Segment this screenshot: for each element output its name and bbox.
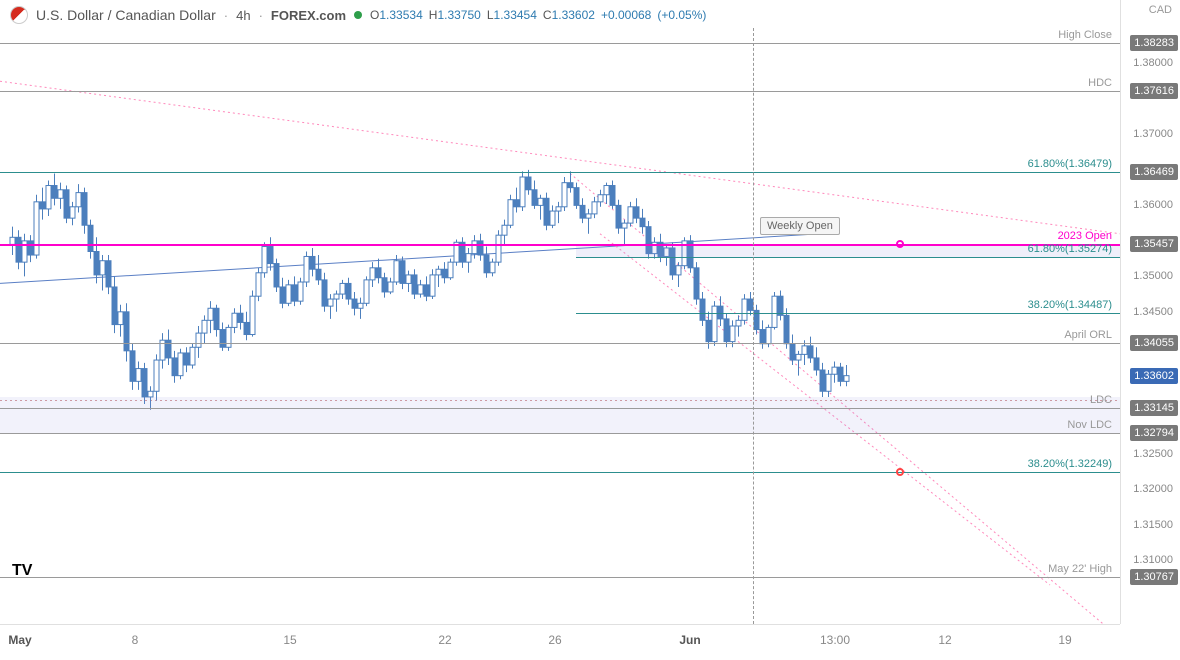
- dot-sep2: ·: [259, 8, 263, 23]
- level-label: April ORL: [1064, 329, 1112, 341]
- circle-marker-icon: [896, 468, 904, 476]
- crosshair-vertical: [753, 28, 754, 624]
- price-tick: 1.34500: [1130, 305, 1176, 319]
- price-tick: 1.32000: [1130, 482, 1176, 496]
- level-label: HDC: [1088, 77, 1112, 89]
- pair-flag-icon: [10, 6, 28, 24]
- ohlc-block: O1.33534 H1.33750 L1.33454 C1.33602 +0.0…: [370, 8, 706, 22]
- price-axis[interactable]: CAD 1.38283 1.38000 1.37616 1.37000 1.36469 1…: [1120, 0, 1180, 624]
- horizontal-level: [0, 91, 1120, 92]
- price-tick: 1.35457: [1130, 236, 1178, 252]
- level-label: High Close: [1058, 29, 1112, 41]
- interval-label: 4h: [236, 8, 250, 23]
- horizontal-level: [0, 244, 1120, 246]
- horizontal-level: [0, 172, 1120, 173]
- horizontal-level: [0, 433, 1120, 434]
- time-tick: 8: [132, 633, 139, 647]
- price-tick: 1.36000: [1130, 198, 1176, 212]
- price-tick: 1.31500: [1130, 518, 1176, 532]
- instrument-title: U.S. Dollar / Canadian Dollar: [36, 7, 216, 23]
- price-tick: 1.31000: [1130, 553, 1176, 567]
- time-tick: 12: [938, 633, 951, 647]
- time-tick: 22: [438, 633, 451, 647]
- price-tick: 1.38283: [1130, 35, 1178, 51]
- price-tick: 1.33145: [1130, 400, 1178, 416]
- time-tick: 13:00: [820, 633, 850, 647]
- price-tick: 1.37000: [1130, 127, 1176, 141]
- price-tick: 1.32794: [1130, 425, 1178, 441]
- time-tick: 26: [548, 633, 561, 647]
- time-tick: May: [8, 633, 31, 647]
- time-tick: 15: [283, 633, 296, 647]
- level-label: 2023 Open: [1058, 230, 1112, 242]
- price-tick: 1.33602: [1130, 368, 1178, 384]
- price-tick: 1.30767: [1130, 569, 1178, 585]
- currency-label: CAD: [1149, 4, 1172, 16]
- chart-header: U.S. Dollar / Canadian Dollar · 4h · FOR…: [10, 6, 706, 24]
- level-label: LDC: [1090, 394, 1112, 406]
- horizontal-level: [0, 343, 1120, 344]
- horizontal-level: [0, 472, 1120, 473]
- price-tick: 1.35000: [1130, 269, 1176, 283]
- price-zone: [0, 397, 1120, 433]
- horizontal-level: [576, 257, 1120, 258]
- horizontal-level: [0, 408, 1120, 409]
- fib-label: 38.20%(1.34487): [1028, 299, 1112, 311]
- circle-marker-icon: [896, 240, 904, 248]
- horizontal-level: [0, 43, 1120, 44]
- price-tick: 1.36469: [1130, 164, 1178, 180]
- chart-area[interactable]: U.S. Dollar / Canadian Dollar · 4h · FOR…: [0, 0, 1120, 624]
- weekly-open-badge: Weekly Open: [760, 217, 840, 235]
- live-indicator-icon: [354, 11, 362, 19]
- price-tick: 1.32500: [1130, 447, 1176, 461]
- time-tick: 19: [1058, 633, 1071, 647]
- fib-label: 38.20%(1.32249): [1028, 458, 1112, 470]
- time-axis[interactable]: May 8 15 22 26 Jun 13:00 12 19: [0, 624, 1120, 660]
- fib-label: 61.80%(1.35274): [1028, 243, 1112, 255]
- price-tick: 1.38000: [1130, 56, 1176, 70]
- level-label: Nov LDC: [1067, 419, 1112, 431]
- fib-label: 61.80%(1.36479): [1028, 158, 1112, 170]
- dot-sep: ·: [224, 8, 228, 23]
- level-label: May 22' High: [1048, 563, 1112, 575]
- horizontal-level: [576, 313, 1120, 314]
- price-tick: 1.34055: [1130, 335, 1178, 351]
- source-label: FOREX.com: [271, 8, 346, 23]
- price-tick: 1.37616: [1130, 83, 1178, 99]
- time-tick: Jun: [679, 633, 700, 647]
- horizontal-level: [0, 577, 1120, 578]
